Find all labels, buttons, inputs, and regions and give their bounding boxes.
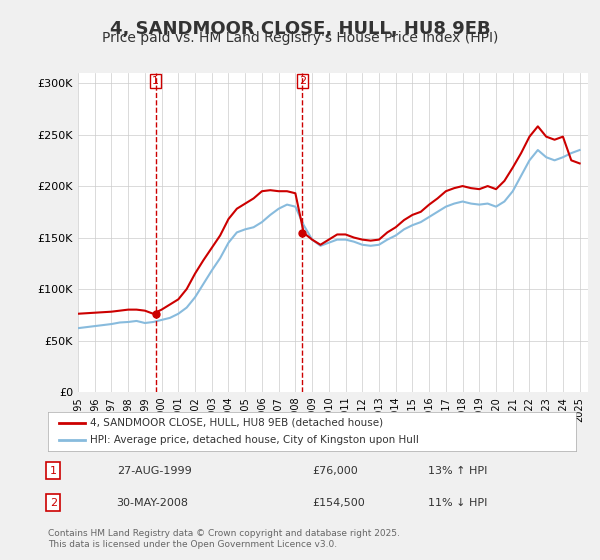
Text: HPI: Average price, detached house, City of Kingston upon Hull: HPI: Average price, detached house, City… <box>90 435 419 445</box>
Text: £76,000: £76,000 <box>312 465 358 475</box>
Text: Price paid vs. HM Land Registry's House Price Index (HPI): Price paid vs. HM Land Registry's House … <box>102 31 498 45</box>
Text: 2: 2 <box>299 76 306 86</box>
Text: 30-MAY-2008: 30-MAY-2008 <box>116 498 188 508</box>
Text: £154,500: £154,500 <box>312 498 365 508</box>
Text: 1: 1 <box>50 465 57 475</box>
Text: 13% ↑ HPI: 13% ↑ HPI <box>428 465 488 475</box>
Text: 27-AUG-1999: 27-AUG-1999 <box>116 465 191 475</box>
Text: Contains HM Land Registry data © Crown copyright and database right 2025.
This d: Contains HM Land Registry data © Crown c… <box>48 529 400 549</box>
Text: 4, SANDMOOR CLOSE, HULL, HU8 9EB (detached house): 4, SANDMOOR CLOSE, HULL, HU8 9EB (detach… <box>90 418 383 428</box>
Text: 4, SANDMOOR CLOSE, HULL, HU8 9EB: 4, SANDMOOR CLOSE, HULL, HU8 9EB <box>110 20 490 38</box>
Text: 2: 2 <box>50 498 57 508</box>
Text: 11% ↓ HPI: 11% ↓ HPI <box>428 498 488 508</box>
Text: 1: 1 <box>152 76 159 86</box>
